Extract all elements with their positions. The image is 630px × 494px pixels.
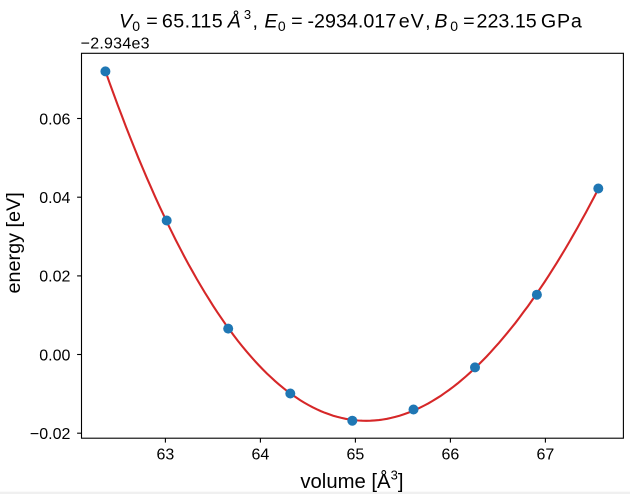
svg-text:223.15: 223.15 (477, 11, 537, 33)
svg-text:0: 0 (450, 18, 458, 34)
svg-text:energy [eV]: energy [eV] (3, 192, 25, 293)
svg-text:65.115: 65.115 (162, 11, 223, 33)
svg-text:eV: eV (399, 11, 425, 33)
svg-text:V: V (119, 11, 134, 33)
svg-text:=: = (291, 11, 303, 33)
svg-text:66: 66 (442, 447, 460, 464)
svg-text:0.00: 0.00 (39, 347, 70, 364)
svg-text:,: , (425, 11, 430, 33)
svg-text:−0.02: −0.02 (30, 426, 71, 443)
svg-text:65: 65 (347, 447, 365, 464)
svg-text:,: , (253, 11, 258, 33)
svg-text:0.06: 0.06 (39, 111, 70, 128)
svg-text:0: 0 (278, 18, 286, 34)
svg-text:-2934.017: -2934.017 (308, 11, 397, 33)
svg-text:64: 64 (252, 447, 270, 464)
svg-text:3: 3 (244, 7, 251, 22)
svg-text:=: = (463, 11, 475, 33)
svg-text:volume [Å3]: volume [Å3] (300, 468, 403, 494)
svg-text:=: = (146, 11, 158, 33)
svg-text:B: B (434, 11, 447, 33)
svg-text:E: E (264, 11, 278, 33)
svg-text:0: 0 (132, 18, 140, 34)
svg-text:Å: Å (227, 10, 241, 33)
svg-text:0.02: 0.02 (39, 269, 70, 286)
svg-text:0.04: 0.04 (39, 190, 70, 207)
svg-text:67: 67 (537, 447, 555, 464)
svg-text:−2.934e3: −2.934e3 (81, 35, 150, 52)
svg-text:GPa: GPa (541, 11, 583, 33)
svg-text:63: 63 (157, 447, 175, 464)
